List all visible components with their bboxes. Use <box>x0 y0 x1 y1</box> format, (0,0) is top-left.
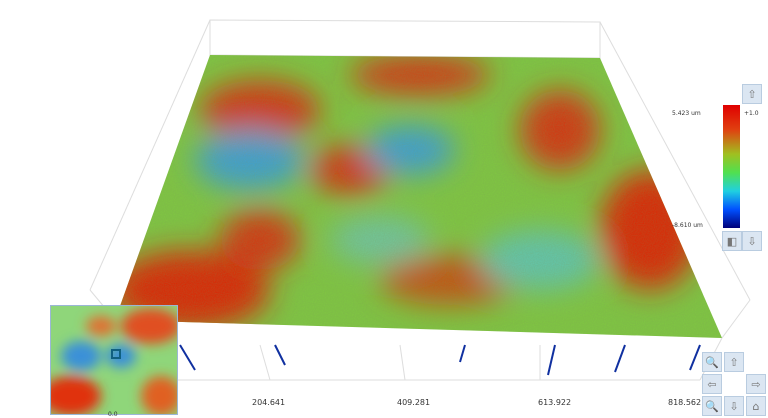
arrow-up-icon[interactable]: ⇧ <box>724 352 744 372</box>
x-tick-label: 818.562 <box>668 398 702 407</box>
arrow-left-icon[interactable]: ⇦ <box>702 374 722 394</box>
surface <box>115 55 722 338</box>
colorbar <box>723 105 740 228</box>
arrow-right-icon[interactable]: ⇨ <box>746 374 766 394</box>
minimap-label: 0.0 <box>108 411 118 418</box>
zoom-in-icon[interactable]: 🔍 <box>702 352 722 372</box>
colorbar-scale-label: +1.0 <box>744 110 759 117</box>
x-tick-label: 409.281 <box>397 398 431 407</box>
arrow-down-icon[interactable]: ⇩ <box>724 396 744 416</box>
colorbar-reset-icon[interactable]: ◧ <box>722 231 742 251</box>
x-tick-label: 613.922 <box>538 398 572 407</box>
home-icon[interactable]: ⌂ <box>746 396 766 416</box>
colorbar-max-label: 5.423 um <box>672 110 701 117</box>
colorbar-min-label: -8.610 um <box>672 222 703 229</box>
colorbar-down-icon[interactable]: ⇩ <box>742 231 762 251</box>
x-tick-label: 204.641 <box>252 398 286 407</box>
colorbar-up-icon[interactable]: ⇧ <box>742 84 762 104</box>
surface-spikes <box>179 344 701 376</box>
zoom-out-icon[interactable]: 🔍 <box>702 396 722 416</box>
minimap[interactable] <box>50 305 178 415</box>
